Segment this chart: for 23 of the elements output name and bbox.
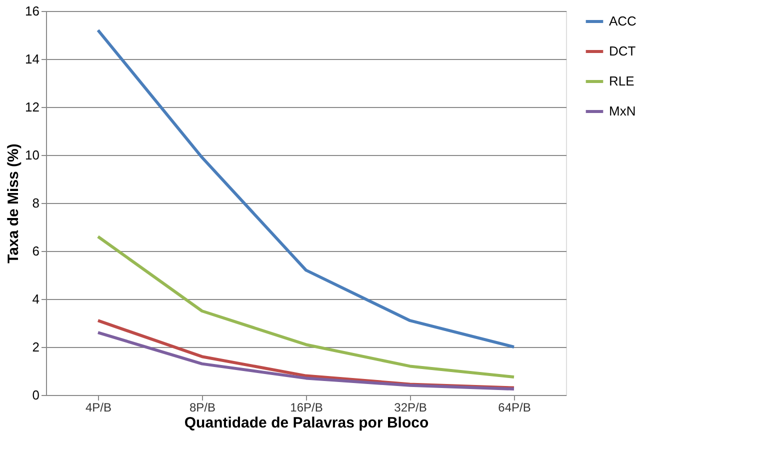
x-tick-label: 4P/B (85, 400, 112, 414)
y-tick-label: 8 (32, 196, 40, 210)
y-axis-title: Taxa de Miss (%) (5, 144, 22, 264)
x-tick-label: 32P/B (394, 400, 427, 414)
y-tick-label: 12 (25, 100, 40, 114)
legend-label: DCT (609, 44, 636, 58)
x-axis-title: Quantidade de Palavras por Bloco (184, 414, 429, 432)
y-tick-label: 16 (25, 4, 40, 18)
legend-label: RLE (609, 74, 635, 88)
y-tick-label: 2 (32, 340, 40, 354)
y-tick-label: 4 (32, 292, 40, 306)
line-series (96, 235, 516, 378)
y-tick-label: 14 (25, 52, 40, 66)
x-tick-label: 8P/B (189, 400, 216, 414)
line-series (96, 28, 516, 348)
y-tick-label: 10 (25, 148, 40, 162)
x-tick-label: 16P/B (290, 400, 323, 414)
legend-label: ACC (609, 14, 636, 28)
x-tick-label: 64P/B (498, 400, 531, 414)
y-tick-label: 0 (32, 388, 40, 402)
y-tick-label: 6 (32, 244, 40, 258)
line-series (96, 331, 516, 390)
legend-label: MxN (609, 104, 636, 118)
